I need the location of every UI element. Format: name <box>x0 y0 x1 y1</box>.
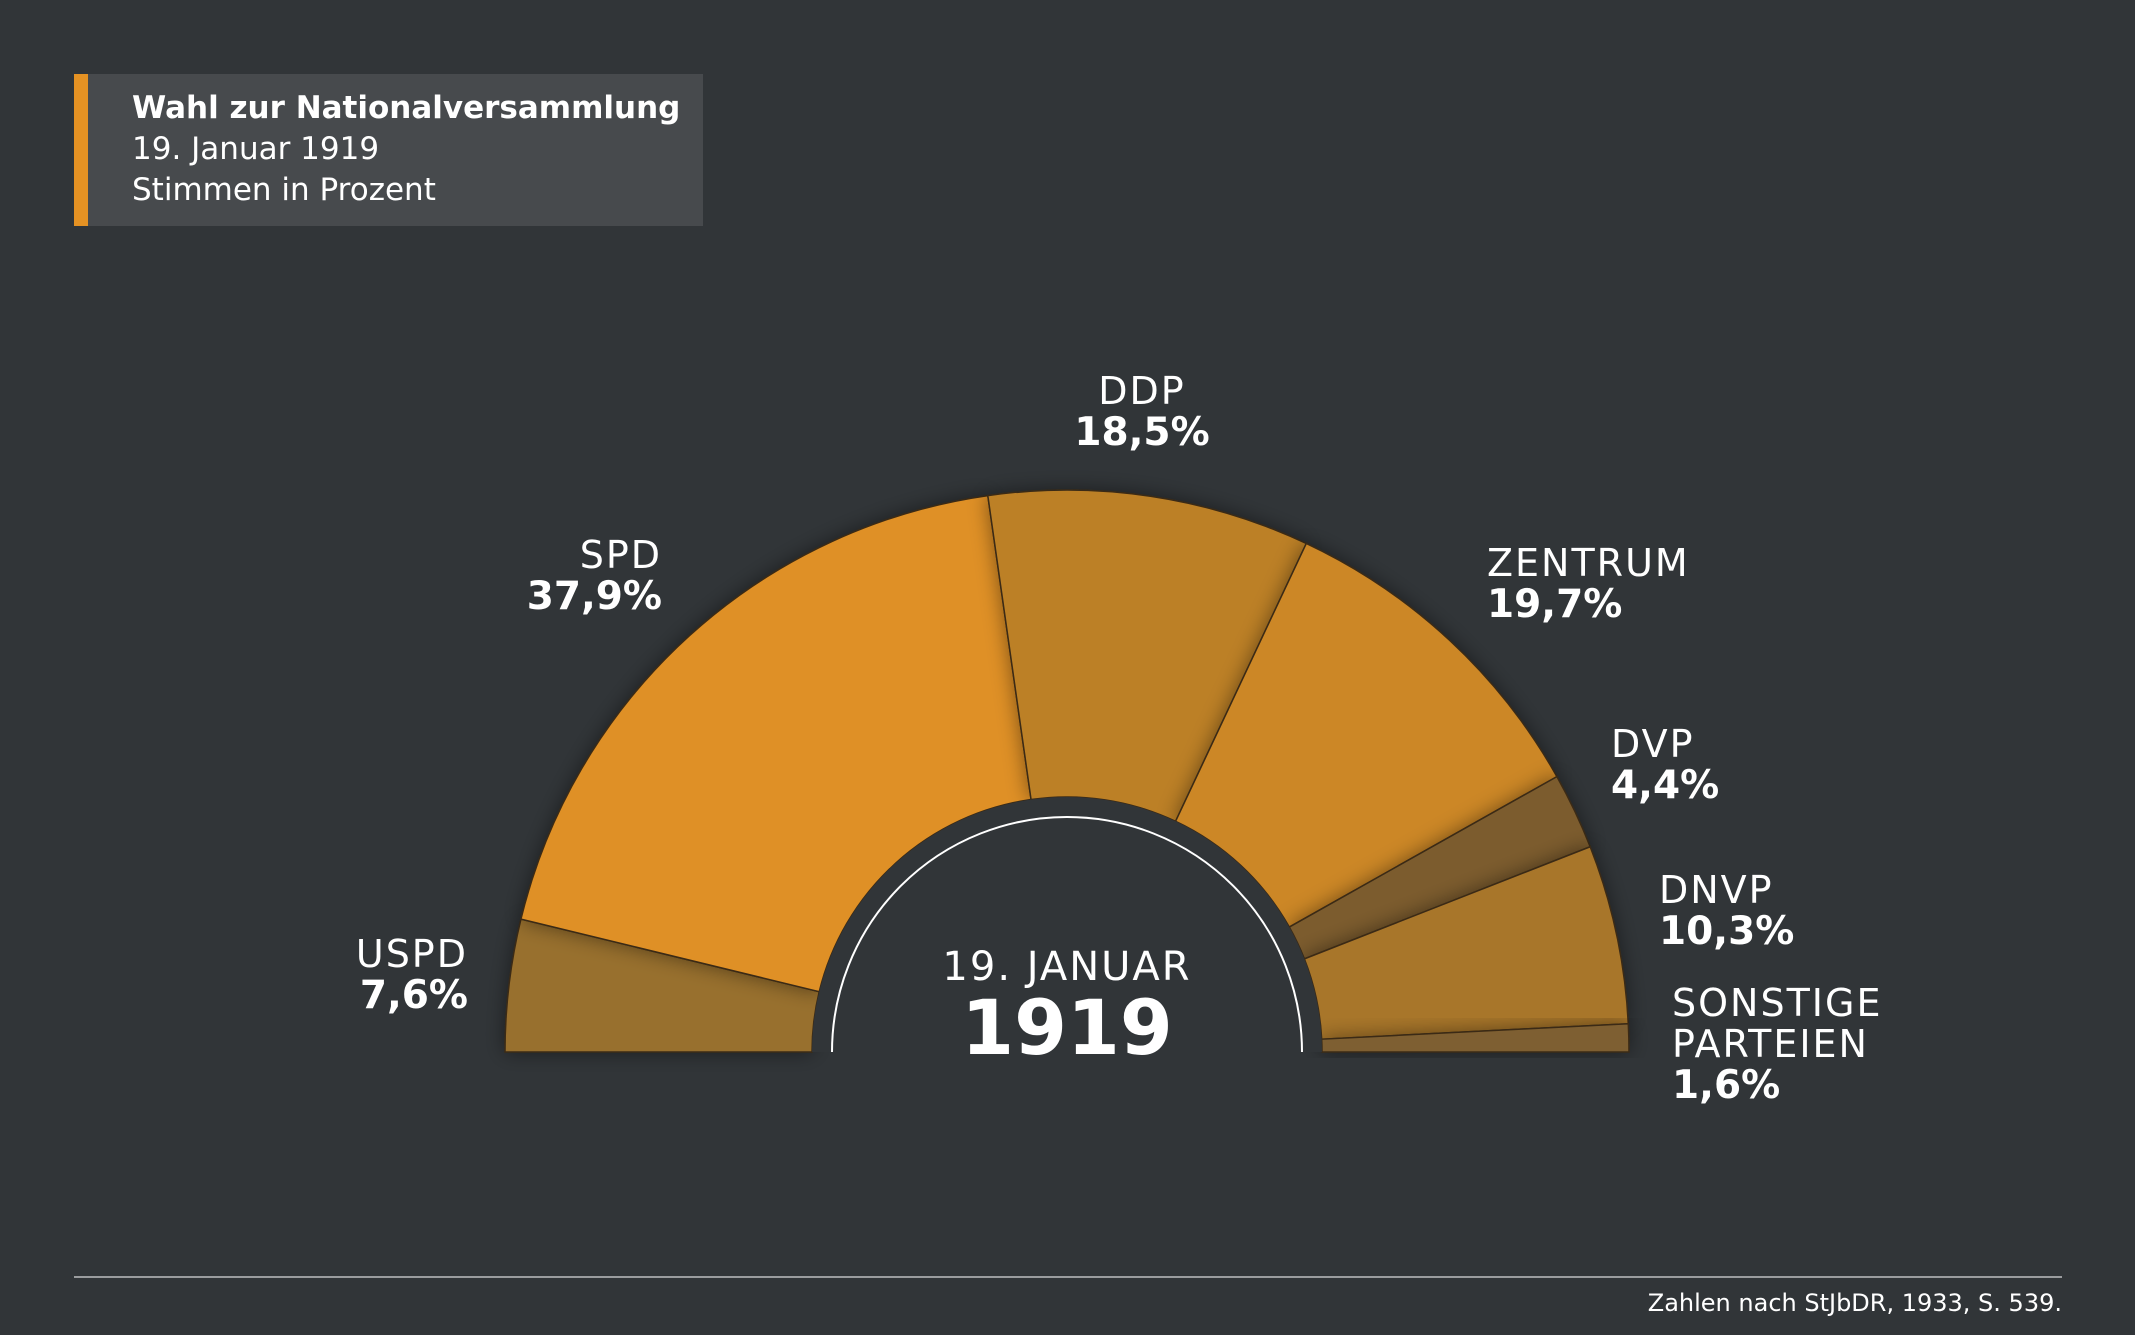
center-hole <box>812 797 1322 1053</box>
title-block: Wahl zur Nationalversammlung 19. Januar … <box>132 88 680 211</box>
label-uspd: USPD <box>356 932 468 976</box>
label-ddp: DDP <box>1098 369 1185 413</box>
value-label-dnvp: 10,3% <box>1659 909 1794 954</box>
chart-segments <box>504 489 1630 1053</box>
title-accent-bar <box>74 74 88 226</box>
center-date-label: 19. JANUAR <box>942 944 1191 990</box>
source-note: Zahlen nach StJbDR, 1933, S. 539. <box>1647 1289 2062 1317</box>
center-ring-line <box>831 816 1303 1053</box>
chart-subtitle-date: 19. Januar 1919 <box>132 131 380 167</box>
footer-divider <box>74 1276 2062 1278</box>
value-label-ddp: 18,5% <box>1074 410 1209 455</box>
value-label-zentrum: 19,7% <box>1487 582 1622 627</box>
label-sonstige-parteien-line-1: SONSTIGE <box>1672 981 1882 1025</box>
value-label-sonstige-parteien: 1,6% <box>1672 1063 1780 1108</box>
label-spd: SPD <box>580 533 662 577</box>
label-sonstige-parteien-line-2: PARTEIEN <box>1672 1022 1869 1066</box>
label-dvp: DVP <box>1611 722 1695 766</box>
center-year: 1919 <box>961 983 1173 1072</box>
value-label-dvp: 4,4% <box>1611 763 1719 808</box>
center-caption: 19. JANUAR 1919 <box>942 944 1191 1072</box>
chart-subtitle-unit: Stimmen in Prozent <box>132 172 436 208</box>
value-label-spd: 37,9% <box>527 574 662 619</box>
label-dnvp: DNVP <box>1659 868 1774 912</box>
title-box: Wahl zur Nationalversammlung 19. Januar … <box>74 74 703 226</box>
label-zentrum: ZENTRUM <box>1487 541 1690 585</box>
chart-title: Wahl zur Nationalversammlung <box>132 90 681 126</box>
value-label-uspd: 7,6% <box>360 973 468 1018</box>
center-hole-fill <box>812 797 1322 1052</box>
